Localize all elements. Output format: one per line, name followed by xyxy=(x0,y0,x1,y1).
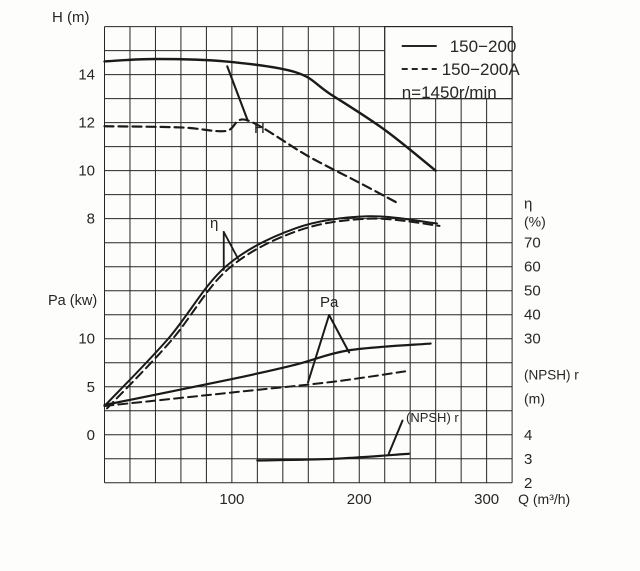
svg-text:10: 10 xyxy=(78,331,95,348)
svg-text:50: 50 xyxy=(524,283,541,300)
svg-text:(NPSH) r: (NPSH) r xyxy=(406,410,459,425)
svg-text:H (m): H (m) xyxy=(52,9,90,26)
svg-text:Q (m³/h): Q (m³/h) xyxy=(518,491,570,507)
svg-text:3: 3 xyxy=(524,451,532,468)
svg-text:Pa: Pa xyxy=(320,294,339,311)
svg-text:Pa (kw): Pa (kw) xyxy=(48,293,97,309)
svg-text:η: η xyxy=(210,215,218,232)
svg-text:12: 12 xyxy=(78,115,95,132)
svg-text:(m): (m) xyxy=(524,391,545,407)
svg-text:60: 60 xyxy=(524,259,541,276)
svg-text:14: 14 xyxy=(78,67,95,84)
svg-text:200: 200 xyxy=(347,491,372,508)
svg-text:(%): (%) xyxy=(524,214,546,230)
svg-text:30: 30 xyxy=(524,331,541,348)
svg-text:4: 4 xyxy=(524,427,532,444)
svg-text:70: 70 xyxy=(524,235,541,252)
svg-text:150−200A: 150−200A xyxy=(442,60,521,79)
svg-text:H: H xyxy=(254,120,265,137)
svg-text:(NPSH) r: (NPSH) r xyxy=(524,368,579,383)
svg-text:150−200: 150−200 xyxy=(450,37,517,56)
svg-text:300: 300 xyxy=(474,491,499,508)
svg-text:40: 40 xyxy=(524,307,541,324)
svg-text:2: 2 xyxy=(524,475,532,492)
svg-text:100: 100 xyxy=(219,491,244,508)
svg-text:10: 10 xyxy=(78,163,95,180)
svg-text:8: 8 xyxy=(87,211,95,228)
svg-text:η: η xyxy=(524,196,532,213)
svg-text:5: 5 xyxy=(87,379,95,396)
svg-text:0: 0 xyxy=(87,427,95,444)
